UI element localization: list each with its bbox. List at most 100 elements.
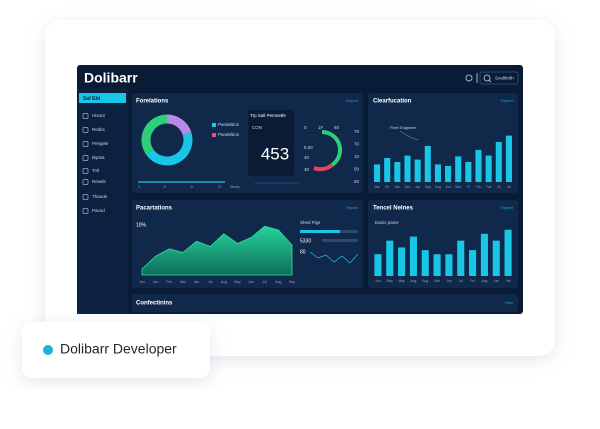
x-tick-label: Mai — [374, 185, 380, 189]
side-value: 5330 — [300, 238, 311, 244]
x-tick-label: Jun — [445, 185, 450, 189]
nav-icon — [82, 141, 89, 147]
x-tick-label: Mar — [180, 280, 187, 284]
kpi-box — [248, 110, 294, 176]
panel — [368, 93, 518, 193]
bar — [475, 150, 482, 182]
bar — [445, 166, 452, 182]
sparkline — [309, 251, 359, 264]
bar — [434, 164, 441, 182]
bar — [398, 247, 406, 276]
scale-label: 70 — [354, 142, 360, 147]
search-text: Soulibrith — [495, 76, 514, 81]
x-tick-label: Jun — [139, 280, 145, 284]
x-tick-label: Jun — [446, 279, 451, 283]
x-tick-label: Mar — [455, 185, 462, 189]
scale-label: 10 — [354, 154, 360, 159]
nav-item: Saf Ebt — [83, 96, 101, 102]
panel-title: Forelations — [136, 99, 169, 105]
nav-icon — [82, 194, 89, 200]
x-tick-label: Aug — [410, 279, 416, 283]
panel-link: Report — [346, 205, 359, 210]
x-tick-label: May — [398, 279, 405, 283]
axis-label: 2I — [218, 185, 221, 189]
axis-label: Ilbrrity — [230, 185, 240, 189]
x-tick-label: Fb — [385, 185, 389, 189]
axis-label: 1I — [163, 185, 166, 189]
side-value: 80 — [300, 249, 306, 255]
gauge-label: 1F — [318, 125, 324, 130]
x-tick-label: Sop — [425, 185, 431, 189]
note: Danis paine — [375, 220, 399, 225]
x-tick-label: Jul — [507, 185, 511, 189]
nav-icon — [82, 208, 89, 214]
panel — [368, 200, 518, 288]
panel-link: Report — [501, 98, 514, 103]
y-label: 10% — [136, 222, 147, 228]
bar — [445, 254, 453, 276]
bar — [495, 142, 502, 182]
x-tick-label: May — [234, 280, 241, 284]
x-tick-label: Jul — [262, 280, 267, 284]
nav-icon — [82, 168, 89, 174]
scale-label: 50 — [354, 179, 360, 184]
nav-item: Thaode — [92, 194, 108, 199]
x-tick-label: Aug — [422, 279, 428, 283]
gauge-label: 60 — [334, 125, 340, 130]
nav-item: Rewds — [92, 179, 107, 184]
nav-item: Pavod — [92, 208, 105, 213]
bar — [414, 159, 421, 182]
bar — [485, 155, 492, 182]
panel-link: View — [504, 300, 513, 305]
note-line — [399, 130, 419, 141]
panel-title: Clearfucation — [373, 99, 412, 105]
x-tick-label: Jun — [415, 185, 420, 189]
x-tick-label: Jan — [153, 280, 159, 284]
bar — [394, 162, 401, 182]
x-tick-label: Fl — [467, 185, 470, 189]
bar — [384, 158, 391, 182]
x-tick-label: Aug — [435, 185, 441, 189]
x-tick-label: Feb — [166, 280, 172, 284]
x-tick-label: Tue — [486, 185, 492, 189]
nav-item: Bipsta — [92, 155, 105, 160]
nav-item: Pengele — [92, 141, 109, 146]
bar — [505, 135, 512, 182]
bar — [374, 164, 381, 182]
nav-item: Hisont — [92, 113, 106, 118]
x-tick-label: Ta — [497, 185, 501, 189]
panel — [132, 294, 518, 312]
bar — [455, 156, 462, 182]
x-tick-label: Aug — [481, 279, 487, 283]
legend-label: Pandeltion — [218, 132, 240, 137]
x-tick-label: Dec — [405, 185, 411, 189]
x-tick-label: Aug — [221, 280, 227, 284]
progress — [322, 239, 358, 242]
panel-title: Pacartations — [136, 206, 173, 212]
panel-title: Confectinins — [136, 301, 173, 307]
bar — [469, 250, 477, 276]
x-tick-label: Jul — [208, 280, 213, 284]
search-box — [479, 71, 519, 85]
x-tick-label: Sub — [434, 279, 440, 283]
bar — [492, 240, 500, 276]
x-tick-label: May — [387, 279, 394, 283]
x-tick-label: Fel — [470, 279, 475, 283]
donut-segment — [146, 132, 193, 166]
gauge-label: 8.00 — [304, 145, 313, 150]
legend-swatch — [212, 123, 216, 127]
badge — [22, 322, 210, 378]
nav-icon — [82, 127, 89, 133]
bar — [374, 254, 382, 276]
gauge-label: 30 — [304, 167, 310, 172]
nav-item: Redits — [92, 127, 106, 132]
legend-label: Pandeltion — [218, 122, 240, 127]
panel-link: Report — [346, 98, 359, 103]
x-tick-label: Mo — [395, 185, 400, 189]
area — [141, 225, 293, 276]
note: Fleet Engineer — [390, 125, 417, 130]
x-tick-label: Aug — [275, 280, 281, 284]
gauge-label: 40 — [304, 155, 310, 160]
axis-label: 2I — [190, 185, 193, 189]
